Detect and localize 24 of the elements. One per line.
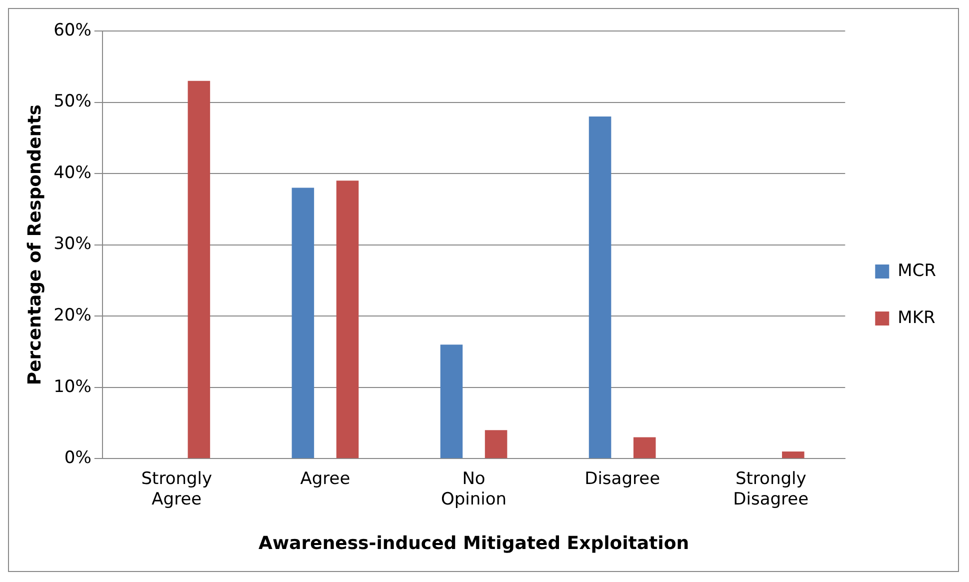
x-tick-label: Disagree (584, 469, 660, 490)
x-axis-title: Awareness-induced Mitigated Exploitation (258, 532, 690, 554)
x-tick-label: No Opinion (440, 469, 507, 510)
x-tick-label: Strongly Disagree (733, 469, 809, 510)
bar (633, 437, 656, 458)
y-tick-label: 40% (54, 162, 92, 183)
legend-label: MCR (898, 260, 936, 281)
bar (484, 430, 508, 458)
legend-label: MKR (898, 308, 936, 328)
bar (440, 344, 463, 458)
y-tick-label: 0% (64, 448, 92, 468)
y-tick-label: 50% (54, 92, 92, 112)
bar (188, 80, 210, 458)
x-tick-label: Agree (300, 469, 350, 490)
y-tick-label: 30% (54, 234, 92, 254)
bar (588, 116, 612, 458)
bar (292, 188, 314, 458)
x-tick-label: Strongly Agree (141, 469, 212, 510)
y-tick-label: 10% (54, 376, 92, 397)
y-tick-label: 60% (54, 20, 92, 40)
bar (336, 180, 359, 458)
y-axis-title: Percentage of Respondents (24, 104, 46, 386)
bar (782, 451, 804, 458)
y-tick-label: 20% (54, 305, 92, 326)
